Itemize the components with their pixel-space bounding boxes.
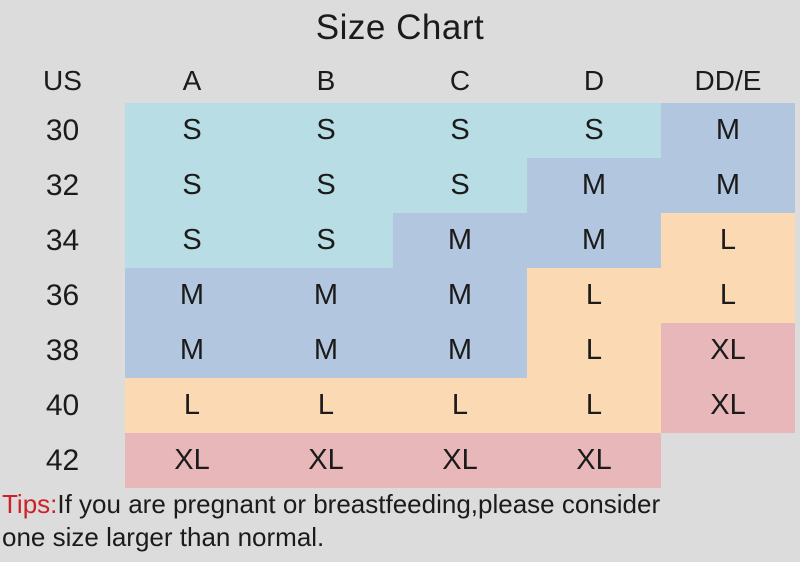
size-cell: L — [527, 268, 661, 323]
size-cell: XL — [125, 433, 259, 488]
column-header: B — [316, 64, 336, 96]
size-cell-empty — [661, 433, 795, 488]
size-cell: L — [661, 268, 795, 323]
size-cell: L — [125, 378, 259, 433]
row-label: 40 — [45, 388, 80, 422]
size-cell: M — [259, 323, 393, 378]
size-cell: XL — [661, 323, 795, 378]
tips-label: Tips: — [2, 489, 58, 519]
size-cell: S — [125, 103, 259, 158]
size-cell: S — [393, 103, 527, 158]
tips-line1: If you are pregnant or breastfeeding,ple… — [57, 489, 661, 519]
size-cell: S — [259, 158, 393, 213]
size-cell: XL — [393, 433, 527, 488]
size-cell: M — [125, 268, 259, 323]
column-header: A — [182, 64, 202, 96]
size-cell: S — [393, 158, 527, 213]
tips-line2: one size larger than normal. — [2, 522, 325, 552]
column-header: D — [583, 64, 605, 96]
size-cell: S — [125, 158, 259, 213]
size-cell: M — [393, 323, 527, 378]
row-label: 42 — [45, 443, 80, 477]
size-cell: M — [393, 213, 527, 268]
size-cell: L — [661, 213, 795, 268]
row-label: 36 — [45, 278, 80, 312]
size-cell: S — [527, 103, 661, 158]
size-cell: M — [259, 268, 393, 323]
size-cell: L — [527, 323, 661, 378]
size-cell: S — [259, 213, 393, 268]
page-title: Size Chart — [315, 8, 485, 47]
row-label: 34 — [45, 223, 80, 257]
size-cell: M — [661, 103, 795, 158]
size-cell: M — [527, 158, 661, 213]
size-chart-table: US A B C D DD/E 30 S S S S M 32 S S S M M 34 S S M M L 36 M M M L L 38… — [0, 58, 795, 488]
row-label: 38 — [45, 333, 80, 367]
row-label: 30 — [45, 113, 80, 147]
size-cell: M — [393, 268, 527, 323]
column-header-us: US — [43, 64, 82, 96]
column-header: DD/E — [694, 64, 762, 96]
size-cell: XL — [661, 378, 795, 433]
column-header: C — [449, 64, 471, 96]
tips-note: Tips:If you are pregnant or breastfeedin… — [2, 488, 660, 554]
size-cell: XL — [527, 433, 661, 488]
size-cell: S — [259, 103, 393, 158]
size-cell: L — [259, 378, 393, 433]
size-cell: L — [393, 378, 527, 433]
size-cell: S — [125, 213, 259, 268]
size-cell: L — [527, 378, 661, 433]
row-label: 32 — [45, 168, 80, 202]
size-cell: M — [527, 213, 661, 268]
size-cell: XL — [259, 433, 393, 488]
size-cell: M — [661, 158, 795, 213]
size-cell: M — [125, 323, 259, 378]
